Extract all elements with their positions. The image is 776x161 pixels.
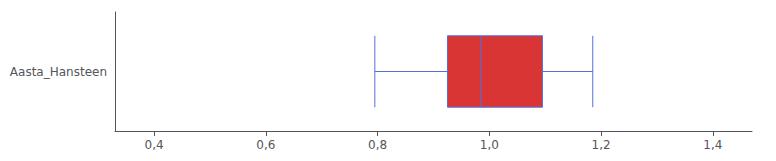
svg-text:0,8: 0,8 [368, 138, 387, 152]
svg-text:1,4: 1,4 [703, 138, 722, 152]
svg-text:1,0: 1,0 [480, 138, 499, 152]
svg-text:1,2: 1,2 [592, 138, 611, 152]
svg-text:0,4: 0,4 [145, 138, 164, 152]
svg-text:0,6: 0,6 [256, 138, 275, 152]
svg-text:Aasta_Hansteen: Aasta_Hansteen [10, 65, 107, 79]
